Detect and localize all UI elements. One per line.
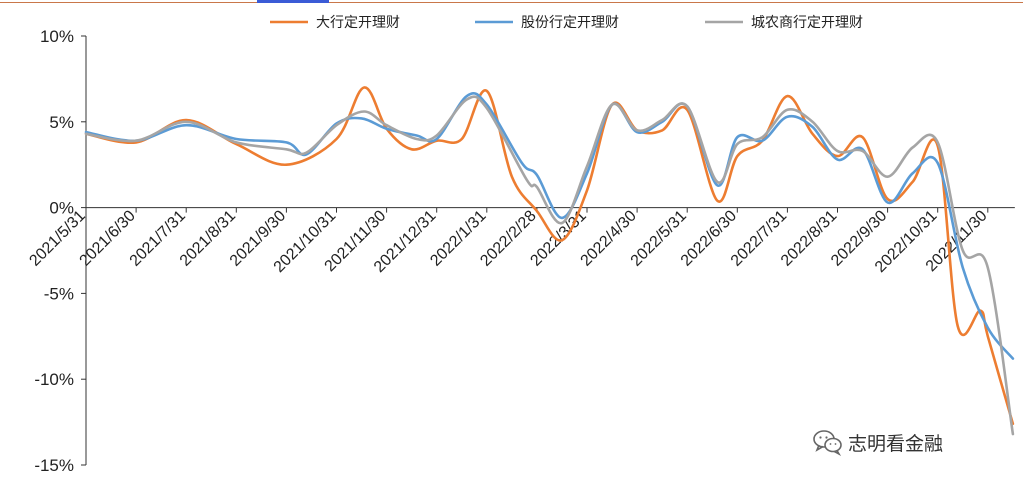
legend-label-1: 大行定开理财 xyxy=(316,15,400,31)
legend-label-2: 股份行定开理财 xyxy=(521,15,619,31)
y-tick-label: -5% xyxy=(44,284,74,303)
y-tick-label: -10% xyxy=(34,370,74,389)
header-tab-accent xyxy=(257,0,329,3)
watermark-text: 志明看金融 xyxy=(848,432,944,455)
y-tick-label: 10% xyxy=(40,27,74,46)
watermark: 志明看金融 xyxy=(812,426,943,458)
header-rule xyxy=(0,2,1023,3)
y-tick-label: 5% xyxy=(49,113,74,132)
legend-label-3: 城农商行定开理财 xyxy=(751,15,863,31)
y-tick-label: -15% xyxy=(34,456,74,475)
wechat-icon xyxy=(813,430,842,456)
legend: 大行定开理财 股份行定开理财 城农商行定开理财 xyxy=(270,15,863,31)
top-header-strip xyxy=(0,0,1023,4)
series-line-3 xyxy=(84,95,1015,436)
y-tick-label: 0% xyxy=(49,199,74,218)
series-lines xyxy=(84,86,1015,436)
axes: 10%5%0%-5%-10%-15%2021/5/312021/6/302021… xyxy=(26,27,1015,475)
